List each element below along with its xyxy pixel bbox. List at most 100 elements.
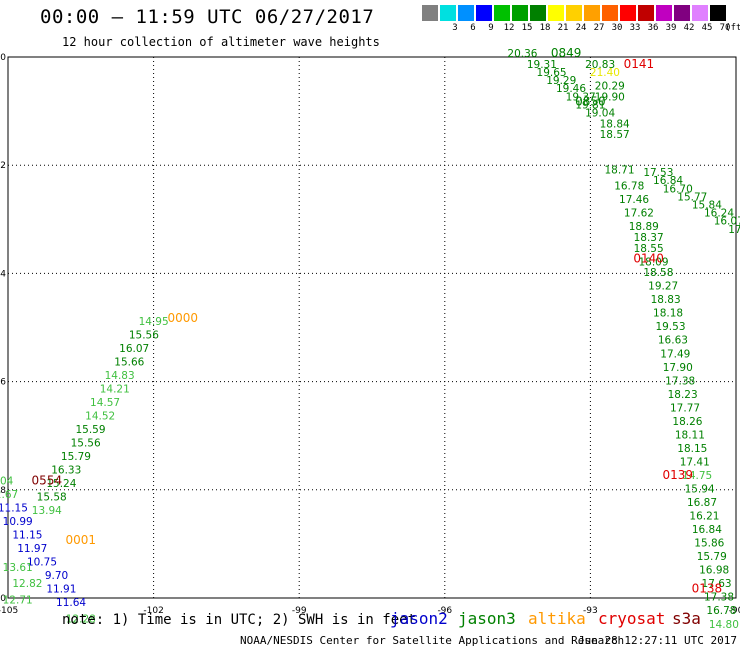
scale-label: 27 xyxy=(593,23,605,33)
scale-swatch xyxy=(710,5,726,21)
wave-height-value: 16.33 xyxy=(51,465,81,477)
wave-height-value: 11.15 xyxy=(0,502,28,514)
scale-swatch xyxy=(512,5,528,21)
wave-height-value: 19.29 xyxy=(546,75,576,87)
scale-swatch xyxy=(692,5,708,21)
scale-label: 12 xyxy=(503,23,515,33)
wave-height-value: 15.56 xyxy=(129,329,159,341)
wave-height-value: 14.83 xyxy=(105,370,135,382)
scale-swatch xyxy=(548,5,564,21)
wave-height-value: 17.63 xyxy=(702,578,732,590)
scale-label: 9 xyxy=(488,23,494,33)
satellite-legend-altika: altika xyxy=(528,609,586,628)
scale-label: 45 xyxy=(701,23,713,33)
map-subtitle: 12 hour collection of altimeter wave hei… xyxy=(62,35,380,49)
wave-height-value: 12.71 xyxy=(3,594,33,606)
wave-height-value: 15.66 xyxy=(114,356,144,368)
wave-height-value: 16.78 xyxy=(706,605,736,617)
wave-height-value: 12.67 xyxy=(0,489,18,501)
scale-swatch xyxy=(476,5,492,21)
wave-height-value: 15.79 xyxy=(697,551,727,563)
pass-time-label: 0000 xyxy=(167,311,198,325)
wave-height-value: 18.09 xyxy=(638,256,668,268)
scale-swatch xyxy=(440,5,456,21)
scale-swatch xyxy=(656,5,672,21)
wave-height-value: 18.37 xyxy=(634,232,664,244)
wave-height-value: 17.53 xyxy=(643,167,673,179)
scale-swatch xyxy=(530,5,546,21)
latitude-tick-label: -58 xyxy=(0,486,6,496)
wave-height-value: 16.70 xyxy=(663,183,693,195)
wave-height-value: 11.91 xyxy=(46,584,76,596)
wave-height-value: 18.84 xyxy=(600,118,630,130)
wave-height-value: 17.77 xyxy=(670,402,700,414)
wave-height-value: 15.84 xyxy=(692,199,722,211)
satellite-legend-jason2: jason2 xyxy=(390,609,448,628)
scale-label: 24 xyxy=(575,23,587,33)
wave-height-value: 21.40 xyxy=(590,67,620,79)
wave-height-value: 18.71 xyxy=(604,164,634,176)
wave-height-value: 13.04 xyxy=(0,475,14,487)
longitude-tick-label: -102 xyxy=(143,606,163,616)
wave-height-value: 18.57 xyxy=(600,129,630,141)
scale-label: 18 xyxy=(539,23,551,33)
wave-height-value: 20.29 xyxy=(595,80,625,92)
wave-height-value: 15.79 xyxy=(61,451,91,463)
scale-label: 15 xyxy=(521,23,533,33)
wave-height-value: 20.83 xyxy=(585,59,615,71)
pass-time-label: 0141 xyxy=(624,57,655,71)
wave-height-value: 15.24 xyxy=(46,478,76,490)
latitude-tick-label: -56 xyxy=(0,378,6,388)
scale-label: 36 xyxy=(647,23,659,33)
wave-height-value: 19.04 xyxy=(585,108,615,120)
pass-time-label: 0139 xyxy=(662,468,693,482)
scale-swatch xyxy=(494,5,510,21)
wave-height-value: 17.41 xyxy=(680,456,710,468)
longitude-tick-label: -99 xyxy=(292,606,307,616)
generation-timestamp: Jun 28 12:27:11 UTC 2017 xyxy=(578,634,737,647)
latitude-tick-label: -52 xyxy=(0,161,6,171)
satellite-legend-s3a: s3a xyxy=(672,609,701,628)
wave-height-value: 19.81 xyxy=(575,99,605,111)
satellite-legend-jason3: jason3 xyxy=(458,609,516,628)
wave-height-value: 15.94 xyxy=(685,484,715,496)
wave-height-value: 16.84 xyxy=(692,524,722,536)
wave-height-value: 17.38 xyxy=(704,592,734,604)
wave-height-value: 17.91 xyxy=(728,224,740,236)
scale-swatch xyxy=(422,5,438,21)
wave-height-value: 13.94 xyxy=(32,505,62,517)
scale-swatch xyxy=(620,5,636,21)
pass-time-label: 0849 xyxy=(551,46,582,60)
wave-height-value: 16.21 xyxy=(689,511,719,523)
latitude-tick-label: -50 xyxy=(0,53,6,63)
scale-swatch xyxy=(584,5,600,21)
longitude-tick-label: -105 xyxy=(0,606,18,616)
scale-label: 42 xyxy=(683,23,695,33)
longitude-tick-label: -96 xyxy=(437,606,452,616)
scale-swatch xyxy=(458,5,474,21)
scale-label: 30 xyxy=(611,23,623,33)
wave-height-value: 19.53 xyxy=(655,321,685,333)
latitude-tick-label: -60 xyxy=(0,594,6,604)
wave-height-value: 19.65 xyxy=(537,67,567,79)
wave-height-value: 16.87 xyxy=(687,497,717,509)
wave-height-value: 19.27 xyxy=(648,281,678,293)
units-note: note: 1) Time is in UTC; 2) SWH is in fe… xyxy=(62,612,417,628)
wave-height-value: 15.56 xyxy=(71,438,101,450)
wave-height-value: 18.55 xyxy=(634,243,664,255)
wave-height-value: 19.37 xyxy=(566,91,596,103)
wave-height-value: 16.24 xyxy=(704,208,734,220)
wave-height-value: 15.59 xyxy=(75,424,105,436)
wave-height-value: 15.86 xyxy=(694,538,724,550)
wave-height-value: 16.07 xyxy=(714,216,740,228)
wave-height-value: 10.99 xyxy=(3,516,33,528)
scale-label: 3 xyxy=(452,23,458,33)
wave-height-value: 18.58 xyxy=(643,267,673,279)
wave-height-value: 17.49 xyxy=(660,348,690,360)
pass-time-label: 0001 xyxy=(66,533,97,547)
longitude-tick-label: -90 xyxy=(729,606,740,616)
wave-height-value: 15.77 xyxy=(677,191,707,203)
scale-swatch xyxy=(566,5,582,21)
pass-time-label: 0140 xyxy=(633,252,664,266)
